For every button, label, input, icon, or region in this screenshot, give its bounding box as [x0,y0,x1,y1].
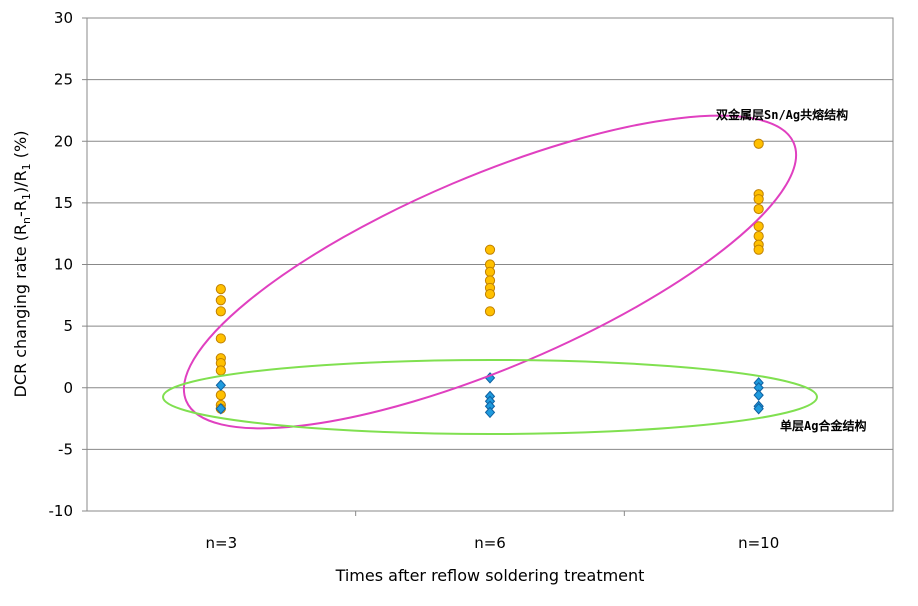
y-tick-label: 30 [54,9,73,27]
data-point-diamond [215,379,227,392]
data-point-diamond [753,389,764,401]
ellipse-single-layer [162,359,818,435]
y-tick-label: 0 [63,379,73,397]
data-point-circle [753,194,764,205]
data-point-diamond [753,402,764,415]
x-tick-label: n=10 [738,534,779,552]
data-point-diamond [484,406,496,419]
y-axis-label: DCR changing rate (Rn-R1)/R1 (%) [11,131,33,398]
data-point-circle [484,306,496,317]
y-tick-label: 10 [54,256,73,274]
y-tick-label: -10 [49,502,74,520]
data-point-circle [484,266,496,277]
x-tick-label: n=3 [206,534,238,552]
y-tick-label: 15 [54,194,73,212]
y-tick-label: 20 [54,132,73,150]
x-tick-label: n=6 [474,534,506,552]
data-point-circle [215,333,226,344]
y-tick-label: 25 [54,71,73,89]
data-point-circle [484,288,496,300]
data-point-circle [215,284,226,295]
data-point-circle [753,203,764,215]
data-point-circle [215,390,226,401]
data-point-circle [215,295,226,306]
x-axis-label: Times after reflow soldering treatment [335,566,645,585]
data-point-circle [484,244,496,255]
data-point-diamond [215,402,227,415]
data-point-circle [753,221,764,232]
data-point-circle [753,138,764,149]
annotation-single-layer: 单层Ag合金结构 [780,418,866,433]
data-point-circle [753,231,764,242]
data-point-circle [215,365,226,376]
data-point-circle [215,306,226,317]
data-point-circle [753,244,764,255]
y-tick-label: -5 [58,440,73,458]
annotation-bilayer: 双金属层Sn/Ag共熔结构 [716,107,848,122]
y-tick-label: 5 [63,317,73,335]
